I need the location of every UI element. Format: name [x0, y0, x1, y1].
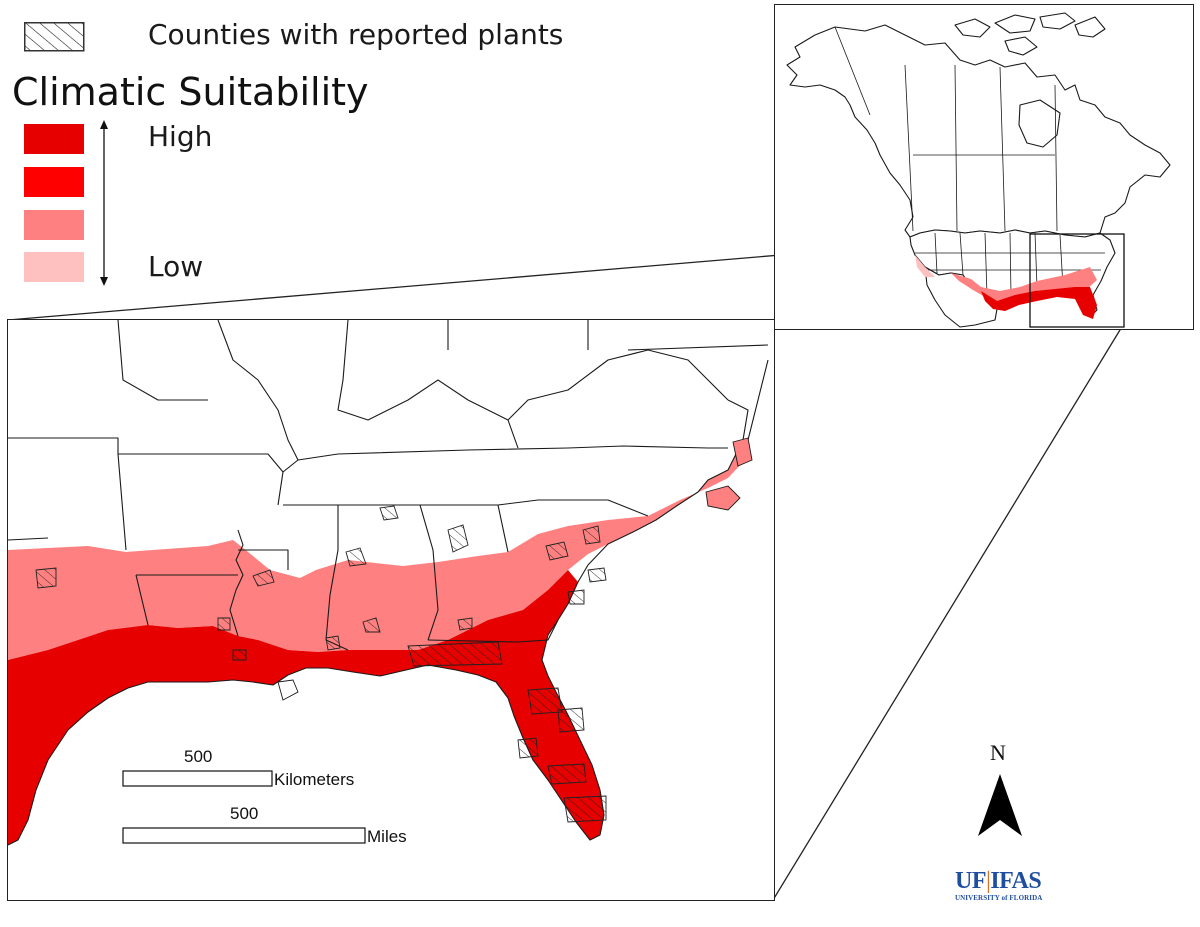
logo-uf: UF	[955, 868, 987, 894]
suitability-zone-highest	[8, 570, 604, 845]
coastline	[8, 359, 769, 846]
coastal-detail	[277, 437, 753, 701]
overview-suitability	[915, 255, 1097, 319]
reported-plants-label: Counties with reported plants	[148, 18, 564, 51]
suitability-zone-moderate	[8, 448, 748, 660]
suitability-swatch-highest	[24, 124, 84, 154]
state-province-borders	[834, 26, 1105, 296]
north-america-outline	[786, 12, 1171, 328]
main-map: 500 Kilometers 500 Miles	[7, 319, 775, 901]
low-label: Low	[148, 250, 204, 283]
suitability-swatch-moderate	[24, 210, 84, 240]
overview-map	[774, 4, 1194, 330]
km-scale-value: 500	[184, 747, 213, 766]
legend: Counties with reported plants Climatic S…	[0, 0, 600, 300]
suitability-swatch-high	[24, 167, 84, 197]
high-label: High	[148, 120, 213, 153]
uf-ifas-logo: UF|IFAS UNIVERSITY of FLORIDA	[955, 868, 1043, 902]
legend-title: Climatic Suitability	[12, 70, 369, 114]
north-arrow: N	[970, 740, 1030, 840]
mi-scale-unit: Miles	[367, 827, 407, 846]
scale-bars	[122, 770, 366, 844]
scale-arrow-icon	[100, 120, 108, 286]
km-scale-bar	[122, 770, 273, 787]
suitability-zones	[8, 448, 748, 845]
logo-subtitle: UNIVERSITY of FLORIDA	[955, 894, 1043, 902]
km-scale-unit: Kilometers	[274, 770, 355, 789]
north-label: N	[990, 740, 1006, 765]
logo-ifas: IFAS	[990, 868, 1042, 894]
mi-scale-bar	[122, 827, 366, 844]
north-arrow-icon	[978, 774, 1022, 836]
reported-counties	[35, 505, 607, 823]
suitability-swatch-low	[24, 252, 84, 282]
hatch-swatch	[24, 22, 85, 52]
state-borders	[8, 320, 769, 651]
zoom-extent-box	[1029, 233, 1125, 328]
mi-scale-value: 500	[230, 804, 259, 823]
